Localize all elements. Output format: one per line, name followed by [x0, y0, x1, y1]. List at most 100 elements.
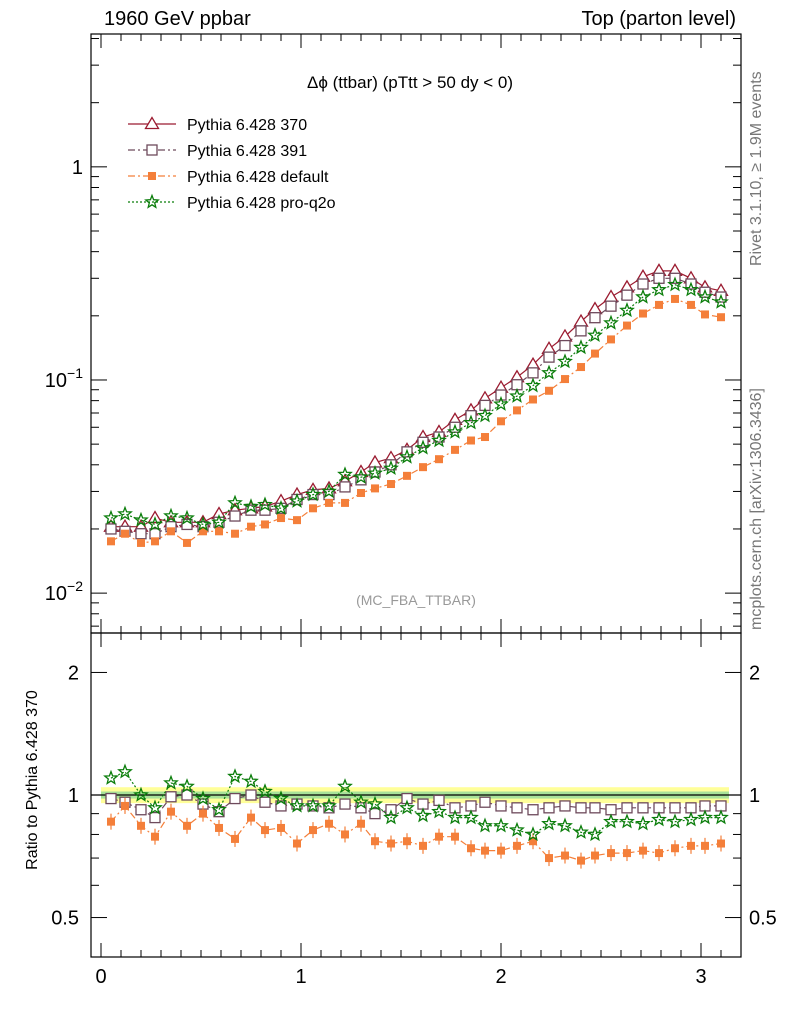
- data-point: [245, 504, 257, 516]
- ratio-data-point: [527, 804, 539, 816]
- x-tick-label: 3: [695, 966, 706, 988]
- ratio-data-point: [229, 792, 241, 805]
- data-point: [105, 523, 117, 535]
- data-point: [103, 509, 119, 525]
- legend-marker: [148, 172, 156, 180]
- ratio-data-point: [497, 846, 505, 855]
- ratio-data-point: [105, 792, 117, 805]
- legend-entry: Pythia 6.428 391: [128, 143, 307, 160]
- data-point: [477, 407, 493, 423]
- data-point: [183, 538, 191, 547]
- series-line: [110, 298, 722, 544]
- data-point: [415, 439, 431, 455]
- legend: Pythia 6.428 370 Pythia 6.428 391 Pythia 6…: [128, 116, 336, 212]
- ratio-data-point: [415, 807, 431, 823]
- ratio-data-point: [651, 811, 667, 827]
- ratio-data-point: [195, 790, 211, 806]
- ratio-series-line: [110, 794, 721, 819]
- data-point: [701, 310, 709, 319]
- main-panel: 10−2 10−1 1 Δϕ (ttbar) (pTtt > 50 dy < 0) (M…: [45, 33, 742, 634]
- ratio-data-point: [339, 798, 351, 810]
- series-line: [110, 277, 722, 535]
- data-point: [277, 514, 285, 523]
- data-point: [525, 377, 541, 393]
- data-point: [151, 537, 159, 546]
- ratio-data-point: [577, 856, 585, 865]
- data-point: [667, 276, 683, 292]
- ratio-data-point: [181, 789, 193, 801]
- ratio-data-point: [341, 830, 349, 839]
- ratio-data-point: [149, 811, 161, 824]
- ratio-data-point: [357, 819, 365, 828]
- data-point: [463, 414, 479, 430]
- ratio-data-point: [369, 807, 381, 820]
- data-point: [147, 516, 163, 532]
- ratio-data-point: [305, 797, 321, 813]
- ratio-data-point: [199, 809, 207, 818]
- data-point: [541, 364, 557, 380]
- data-point: [577, 363, 585, 372]
- legend-marker: [144, 193, 160, 209]
- ratio-data-point: [621, 802, 633, 814]
- data-point: [559, 339, 571, 352]
- ratio-data-point: [321, 797, 337, 813]
- ratio-data-point: [353, 793, 369, 809]
- x-tick-label: 1: [295, 966, 306, 988]
- ratio-y-tick-label: 2: [68, 662, 79, 684]
- data-point: [215, 527, 223, 536]
- data-point: [431, 432, 447, 448]
- x-tick-label: 2: [495, 966, 506, 988]
- ratio-data-point: [543, 802, 555, 814]
- ratio-data-point: [559, 800, 571, 812]
- data-point: [403, 471, 411, 480]
- legend-label: Pythia 6.428 391: [187, 143, 307, 160]
- ratio-data-point: [387, 839, 395, 848]
- data-point: [639, 309, 647, 318]
- ratio-data-point: [309, 826, 317, 835]
- data-point: [195, 516, 211, 532]
- ratio-data-point: [163, 774, 179, 790]
- ratio-data-point: [211, 801, 227, 817]
- data-point: [687, 300, 695, 309]
- data-point: [591, 349, 599, 358]
- y-tick-label: 10−2: [45, 578, 83, 605]
- ratio-y-axis-label: Ratio to Pythia 6.428 370: [24, 690, 41, 870]
- ratio-data-point: [401, 792, 413, 805]
- ratio-data-point: [243, 773, 259, 789]
- ratio-data-point: [525, 826, 541, 842]
- header-left: 1960 GeV ppbar: [104, 8, 251, 30]
- ratio-data-point: [687, 841, 695, 850]
- ratio-data-point: [479, 796, 491, 808]
- data-point: [543, 351, 555, 363]
- ratio-data-point: [513, 841, 521, 850]
- ratio-data-point: [179, 778, 195, 794]
- data-point: [497, 417, 505, 426]
- plot-watermark: (MC_FBA_TTBAR): [356, 592, 476, 608]
- ratio-data-point: [135, 804, 147, 816]
- ratio-data-point: [257, 783, 273, 799]
- data-point: [357, 488, 365, 497]
- data-point: [121, 529, 129, 538]
- ratio-data-point: [575, 802, 587, 814]
- data-point: [293, 516, 301, 525]
- data-point: [623, 321, 631, 330]
- ratio-data-point: [367, 795, 383, 811]
- data-point: [137, 538, 145, 547]
- ratio-data-point: [231, 834, 239, 843]
- ratio-data-point: [213, 806, 225, 818]
- ratio-data-point: [671, 844, 679, 853]
- data-point: [605, 300, 617, 312]
- ratio-data-point: [557, 817, 573, 833]
- ratio-data-point: [495, 800, 507, 812]
- ratio-data-point: [227, 768, 243, 784]
- data-point: [325, 498, 333, 507]
- ratio-data-point: [603, 813, 619, 829]
- ratio-data-point: [325, 819, 333, 828]
- ratio-data-point: [215, 823, 223, 832]
- data-point: [211, 513, 227, 529]
- data-point: [199, 527, 207, 536]
- ratio-data-point: [245, 789, 257, 801]
- ratio-data-point: [277, 823, 285, 832]
- ratio-data-point: [323, 802, 335, 814]
- ratio-series-line: [110, 804, 722, 862]
